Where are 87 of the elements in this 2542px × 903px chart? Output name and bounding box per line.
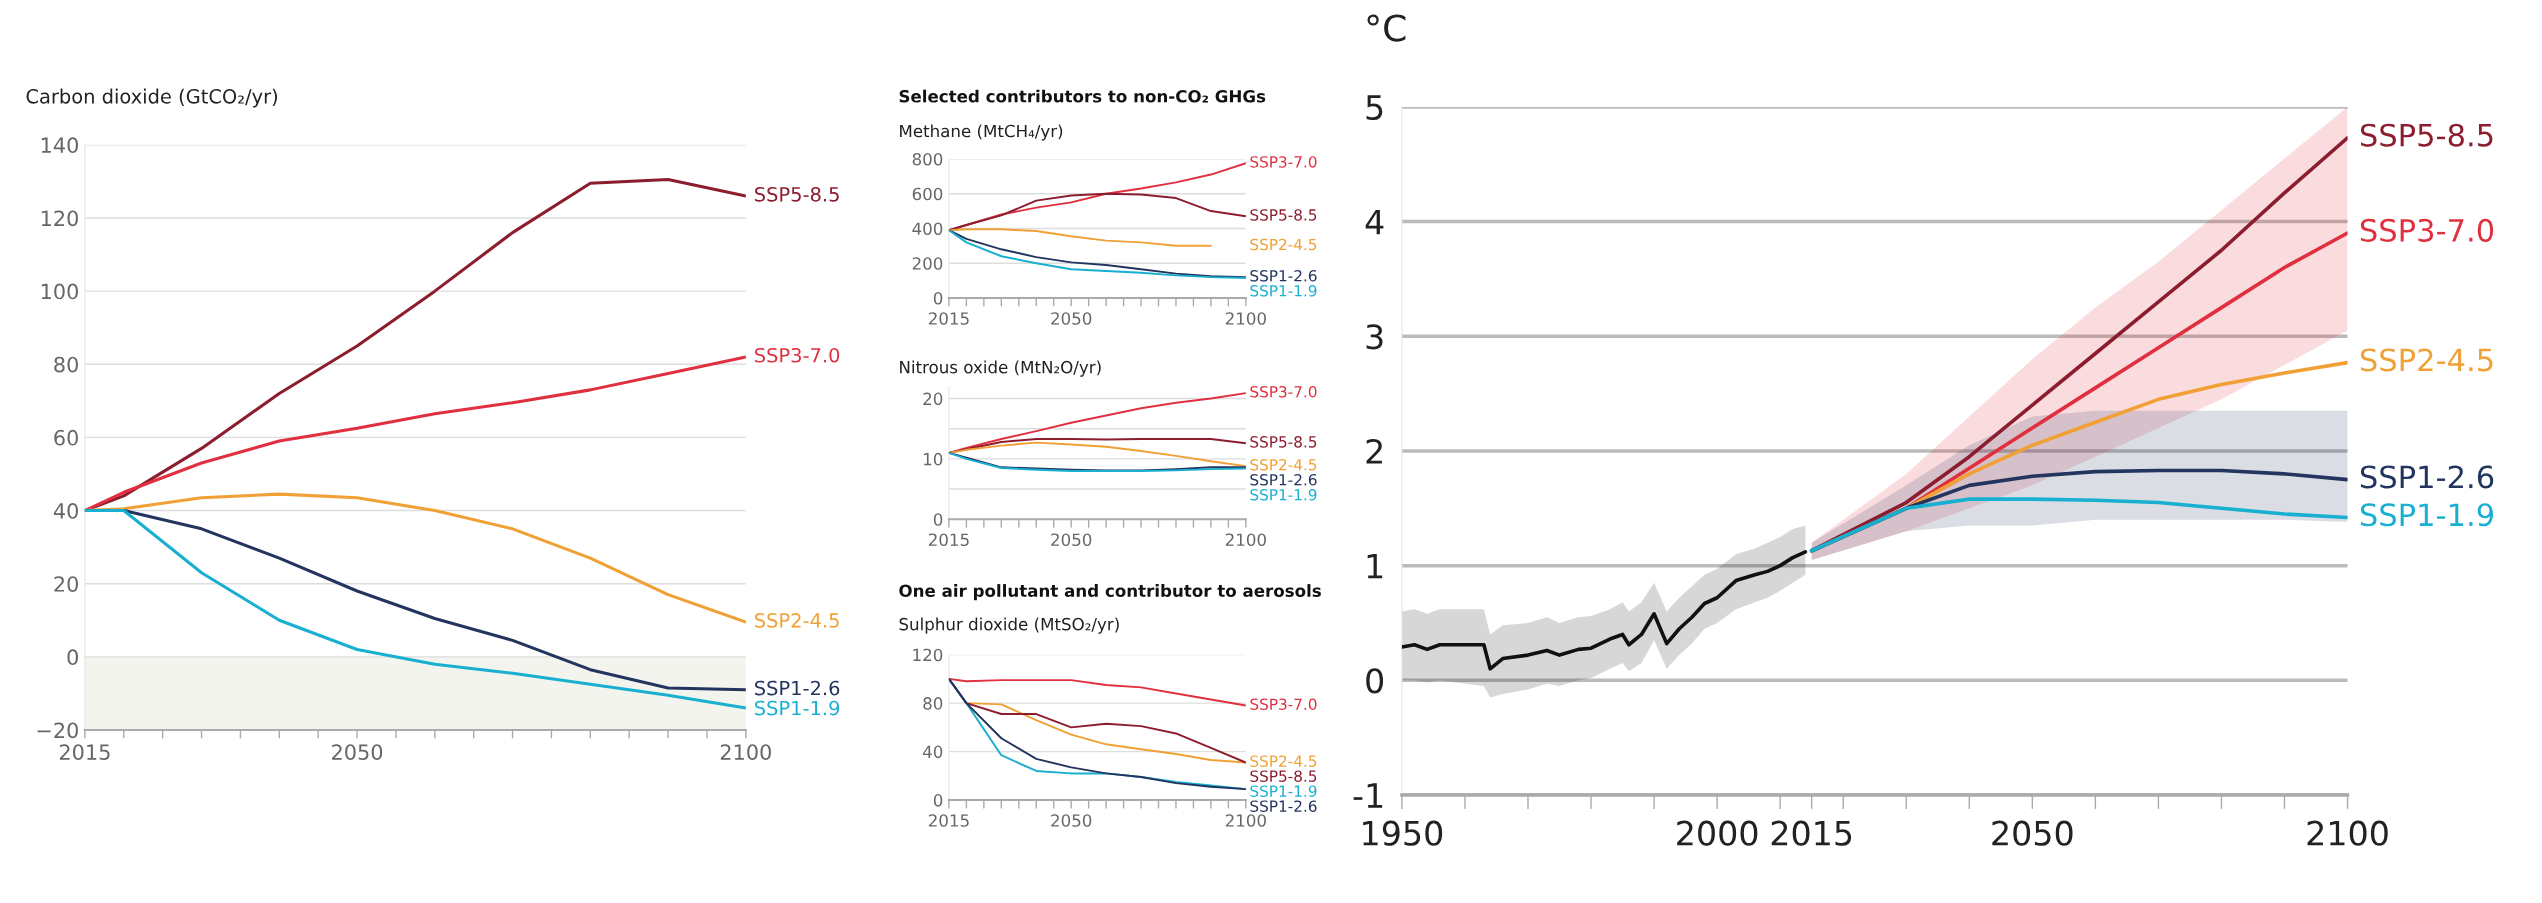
series-label: SSP1-2.6 xyxy=(1250,474,1317,486)
y-tick-label: 0 xyxy=(67,649,78,666)
x-tick-label: 2050 xyxy=(1051,814,1092,827)
series-label: SSP5-8.5 xyxy=(755,186,839,202)
line-series xyxy=(948,192,1246,232)
series-label: SSP3-7.0 xyxy=(755,347,840,363)
series-label: SSP5-8.5 xyxy=(1250,436,1317,448)
line-series xyxy=(948,451,1246,472)
x-tick-label: 2050 xyxy=(1051,533,1092,547)
series-label: SSP1-1.9 xyxy=(755,700,840,716)
x-tick-label: 2015 xyxy=(1771,820,1852,846)
x-tick-label: 2100 xyxy=(720,744,771,760)
x-tick-label: 2100 xyxy=(1225,312,1266,325)
y-tick-label: 200 xyxy=(912,257,943,270)
y-tick-label: 100 xyxy=(41,283,78,300)
y-tick-label: 20 xyxy=(54,576,78,592)
series-label: SSP1-1.9 xyxy=(1250,785,1317,797)
line-series xyxy=(948,441,1246,468)
line-series xyxy=(1401,550,1808,671)
line-series xyxy=(948,677,1246,707)
x-tick-label: 2050 xyxy=(1992,820,2073,846)
y-tick-label: -1 xyxy=(1353,783,1383,808)
y-tick-label: 60 xyxy=(54,429,78,446)
chart-title: Selected contributors to non-CO₂ GHGs xyxy=(899,89,1266,103)
series-label: SSP3-7.0 xyxy=(2360,218,2494,242)
y-tick-label: 40 xyxy=(922,745,943,759)
series-label: SSP2-4.5 xyxy=(2360,348,2493,372)
y-tick-label: 120 xyxy=(41,210,78,227)
series-label: SSP5-8.5 xyxy=(1250,770,1317,782)
chart-title: One air pollutant and contributor to aerosols xyxy=(899,584,1321,601)
y-axis-title: Methane (MtCH₄/yr) xyxy=(900,124,1063,141)
text: SSP2-4.5 xyxy=(1250,238,1317,251)
x-tick-label: 2015 xyxy=(928,533,969,547)
y-tick-label: 4 xyxy=(1365,209,1384,235)
x-tick-label: 2050 xyxy=(332,744,383,760)
y-tick-label: 20 xyxy=(923,392,943,406)
line-series xyxy=(948,392,1246,454)
line-series xyxy=(948,229,1246,279)
series-label: SSP2-4.5 xyxy=(755,613,839,628)
series-label: SSP1-1.9 xyxy=(1250,489,1317,501)
y-tick-label: 40 xyxy=(53,503,78,519)
y-tick-label: 0 xyxy=(933,291,943,305)
line-series xyxy=(948,228,1212,247)
y-tick-label: 10 xyxy=(924,452,943,466)
series-label: SSP2-4.5 xyxy=(1250,755,1317,767)
y-tick-label: 3 xyxy=(1366,324,1383,350)
y-axis-title: Sulphur dioxide (MtSO₂/yr) xyxy=(899,617,1119,634)
y-tick-label: 80 xyxy=(923,697,943,710)
y-tick-label: 1 xyxy=(1367,554,1383,579)
x-tick-label: 2100 xyxy=(2307,820,2388,846)
series-label: SSP5-8.5 xyxy=(1250,209,1317,221)
y-tick-label: 5 xyxy=(1366,95,1383,121)
series-label: SSP1-2.6 xyxy=(2360,465,2494,489)
line-series xyxy=(1809,497,2348,553)
x-tick-label: 1950 xyxy=(1363,820,1443,846)
x-tick-label: 2015 xyxy=(928,814,969,827)
x-tick-label: 2100 xyxy=(1225,533,1266,547)
series-label: SSP1-2.6 xyxy=(755,680,840,696)
y-tick-label: 120 xyxy=(913,648,943,662)
y-tick-label: 0 xyxy=(933,513,943,526)
series-label: SSP1-2.6 xyxy=(1250,800,1317,812)
series-label: SSP3-7.0 xyxy=(1250,156,1317,168)
x-tick-label: 2050 xyxy=(1051,312,1092,325)
x-tick-label: 2015 xyxy=(59,744,110,760)
y-tick-label: 80 xyxy=(54,356,78,373)
y-tick-label: 0 xyxy=(1366,668,1384,694)
series-label: SSP3-7.0 xyxy=(1250,386,1317,398)
y-tick-label: 2 xyxy=(1366,438,1382,464)
series-label: SSP3-7.0 xyxy=(1250,698,1317,710)
series-label: SSP2-4.5 xyxy=(1250,459,1317,471)
y-tick-label: 0 xyxy=(933,794,943,807)
y-axis-title: °C xyxy=(1367,14,1406,42)
series-label: SSP1-2.6 xyxy=(1250,270,1317,282)
series-label: SSP1-1.9 xyxy=(1250,285,1317,297)
y-tick-label: −20 xyxy=(37,722,78,739)
y-axis-title: Carbon dioxide (GtCO₂/yr) xyxy=(26,88,277,108)
series-label: SSP5-8.5 xyxy=(2360,123,2493,147)
y-tick-label: 140 xyxy=(41,137,78,154)
y-tick-label: 600 xyxy=(912,187,943,201)
x-tick-label: 2015 xyxy=(928,312,969,325)
x-tick-label: 2000 xyxy=(1677,820,1758,846)
series-label: SSP1-1.9 xyxy=(2360,503,2494,527)
x-tick-label: 2100 xyxy=(1225,814,1266,827)
y-tick-label: 800 xyxy=(912,152,943,166)
y-axis-title: Nitrous oxide (MtN₂O/yr) xyxy=(900,360,1101,377)
line-series xyxy=(948,677,1246,791)
y-tick-label: 400 xyxy=(912,222,943,236)
